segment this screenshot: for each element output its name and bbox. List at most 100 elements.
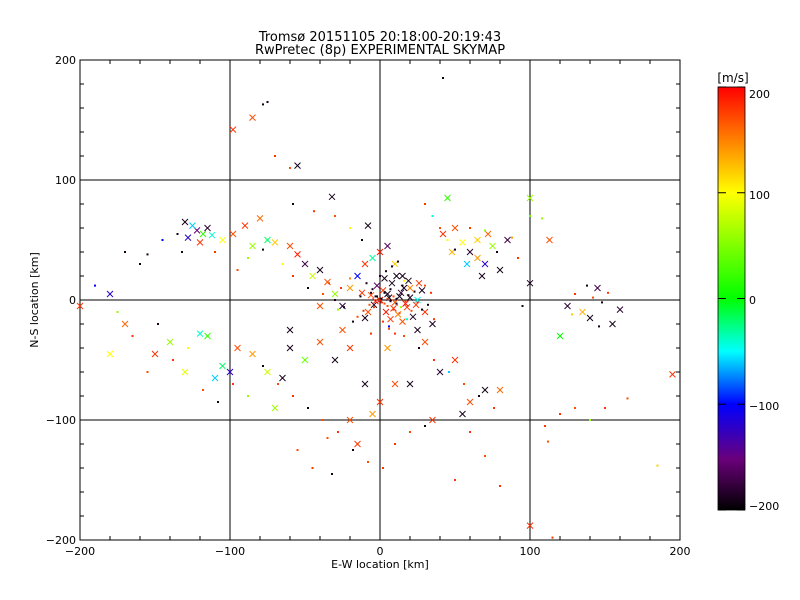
data-point-dot [232, 383, 234, 385]
data-point-dot [442, 77, 444, 79]
data-point-dot [383, 291, 386, 294]
data-point-dot [356, 315, 359, 318]
data-point-cross [279, 374, 286, 382]
data-point-cross [399, 272, 406, 280]
data-point-dot [403, 279, 405, 282]
x-tick-label: −200 [65, 545, 95, 558]
data-point-dot [544, 425, 546, 427]
data-point-dot [484, 229, 486, 232]
colorbar-tick-label: 100 [749, 189, 770, 202]
data-point-cross [496, 266, 504, 274]
data-point-dot [386, 305, 389, 307]
colorbar-tick-label: 0 [749, 294, 756, 307]
data-point-cross [181, 368, 189, 376]
data-point-dot [382, 467, 384, 469]
y-tick-label: 200 [55, 54, 76, 67]
data-point-cross [526, 279, 534, 287]
data-point-cross [364, 222, 372, 229]
data-point-dot [389, 288, 392, 291]
data-point-dot [385, 270, 387, 273]
y-tick-label: −200 [46, 534, 76, 547]
data-point-cross [414, 326, 421, 334]
data-point-dot [383, 302, 386, 305]
data-point-dot [424, 284, 426, 287]
data-point-cross [444, 194, 451, 202]
data-point-dot [571, 313, 573, 316]
data-point-dot [292, 395, 294, 397]
data-point-dot [376, 295, 378, 298]
data-point-dot [574, 293, 576, 295]
data-point-cross [249, 114, 256, 121]
data-point-cross [526, 522, 534, 529]
data-point-dot [331, 473, 333, 475]
data-point-dot [529, 215, 531, 217]
data-point-dot [427, 303, 429, 306]
data-point-cross [249, 242, 256, 250]
colorbar-tick-label: −100 [749, 400, 779, 413]
data-point-dot [292, 275, 294, 277]
data-point-cross [429, 416, 436, 424]
data-point-cross [393, 272, 400, 280]
data-point-dot [368, 303, 371, 306]
data-point-cross [264, 236, 271, 244]
data-point-dot [403, 335, 405, 337]
data-point-cross [106, 350, 114, 358]
data-point-cross [364, 308, 372, 316]
data-point-cross [376, 398, 384, 406]
data-point-dot [391, 265, 393, 268]
y-tick-label: 0 [69, 294, 76, 307]
data-point-cross [405, 277, 412, 285]
data-point-dot [361, 239, 363, 241]
data-point-cross [466, 398, 474, 406]
data-point-dot [406, 318, 408, 321]
data-point-cross [249, 350, 256, 358]
y-axis-label: N-S location [km] [28, 252, 41, 348]
data-point-cross [196, 239, 204, 246]
data-point-dot [431, 215, 434, 217]
data-point-dot [176, 233, 179, 235]
data-point-dot [236, 269, 239, 271]
data-point-dot [217, 401, 219, 403]
data-point-dot [313, 210, 315, 213]
data-point-dot [398, 312, 401, 315]
data-point-cross [579, 308, 586, 316]
data-point-cross [474, 254, 481, 262]
data-point-cross [369, 254, 376, 262]
data-point-cross [208, 231, 216, 239]
data-point-dot [262, 248, 264, 251]
data-point-dot [343, 306, 345, 309]
data-point-dot [521, 305, 524, 307]
data-point-cross [397, 289, 405, 297]
data-point-dot [541, 217, 543, 220]
data-point-dot [424, 425, 426, 427]
data-point-cross [370, 301, 378, 309]
data-point-dot [589, 419, 591, 421]
data-point-cross [354, 272, 361, 280]
data-point-dot [371, 288, 374, 291]
data-point-cross [199, 230, 207, 238]
data-point-dot [586, 284, 588, 287]
data-point-cross [459, 239, 466, 246]
data-point-cross [381, 275, 388, 282]
data-point-cross [384, 242, 391, 250]
data-points [76, 77, 676, 539]
axis-ticks [79, 59, 681, 541]
data-point-dot [161, 239, 164, 241]
data-point-cross [219, 362, 226, 370]
data-point-dot [379, 275, 381, 277]
data-point-cross [309, 272, 316, 280]
x-tick-label: 200 [670, 545, 691, 558]
data-point-dot [326, 437, 329, 439]
data-point-dot [454, 248, 456, 251]
data-point-cross [339, 326, 346, 334]
data-point-cross [316, 338, 324, 346]
data-point-cross [399, 318, 406, 325]
data-point-dot [337, 431, 339, 433]
data-point-dot [172, 359, 174, 361]
data-point-dot [478, 395, 480, 397]
x-tick-label: −100 [215, 545, 245, 558]
data-point-dot [266, 101, 269, 103]
data-point-cross [189, 222, 196, 229]
data-point-dot [349, 227, 351, 229]
data-point-cross [429, 320, 436, 328]
